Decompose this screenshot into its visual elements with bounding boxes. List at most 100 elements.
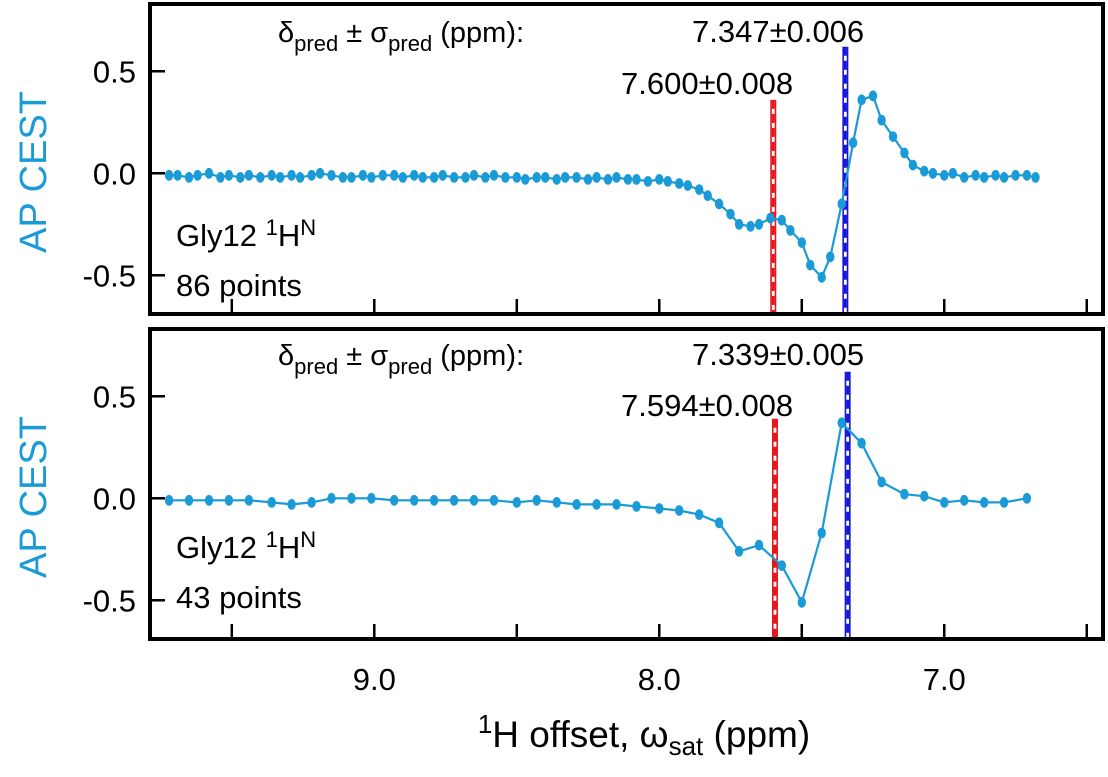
delta-symbol: δ xyxy=(278,17,294,49)
bottom-panel-ticks xyxy=(152,395,1089,637)
data-point xyxy=(695,184,704,196)
y-tick-label: -0.5 xyxy=(83,258,136,293)
data-point xyxy=(378,169,387,181)
y-tick-label: 0.0 xyxy=(93,156,136,191)
data-point xyxy=(204,494,214,506)
data-point xyxy=(920,490,929,502)
top-panel-pred-red-label: 7.600±0.008 xyxy=(621,66,793,101)
data-point xyxy=(734,545,744,557)
data-point xyxy=(971,169,980,181)
data-point xyxy=(489,494,499,506)
data-point xyxy=(868,90,878,102)
data-point xyxy=(267,169,276,181)
data-point xyxy=(900,488,909,500)
data-point xyxy=(461,172,470,183)
sigma-symbol: σ xyxy=(370,340,388,372)
sigma-symbol: σ xyxy=(370,17,388,49)
data-point xyxy=(999,172,1009,183)
data-point xyxy=(754,539,764,551)
data-point xyxy=(837,198,846,210)
data-point xyxy=(806,259,815,271)
data-point xyxy=(501,172,510,183)
data-point xyxy=(164,494,174,506)
data-point xyxy=(449,172,459,183)
data-point xyxy=(980,172,989,183)
data-point xyxy=(481,172,490,183)
data-point xyxy=(267,497,276,508)
data-point xyxy=(655,503,664,514)
delta-sub: pred xyxy=(294,31,338,56)
data-point xyxy=(429,172,439,183)
data-point xyxy=(877,476,886,488)
nucleus-h: H xyxy=(278,218,300,253)
header-unit: (ppm): xyxy=(432,340,524,372)
data-point xyxy=(797,596,806,608)
residue-name: Gly12 xyxy=(176,218,266,253)
data-point xyxy=(714,517,724,529)
data-point xyxy=(786,225,795,236)
data-point xyxy=(1031,172,1040,183)
data-point xyxy=(184,494,194,506)
data-point xyxy=(410,494,419,506)
nucleus-sup: N xyxy=(300,215,316,240)
data-point xyxy=(469,169,479,181)
x-label-unit: (ppm) xyxy=(703,714,810,755)
data-point xyxy=(224,494,234,506)
data-point xyxy=(675,178,684,189)
data-point xyxy=(287,169,296,181)
data-point xyxy=(532,494,541,506)
data-point xyxy=(920,165,929,177)
bottom-panel-header: δpred ± σpred (ppm): xyxy=(278,340,524,379)
y-tick-label: 0.5 xyxy=(93,379,136,414)
bottom-panel-pred-blue-label: 7.339±0.005 xyxy=(692,337,864,372)
data-point xyxy=(410,169,419,181)
data-point xyxy=(532,172,541,183)
data-point xyxy=(367,172,376,183)
data-point xyxy=(390,494,399,506)
data-point xyxy=(837,417,846,429)
data-point xyxy=(164,169,174,181)
data-point xyxy=(469,494,479,506)
isotope-sup: 1 xyxy=(266,215,278,240)
y-tick-label: 0.5 xyxy=(93,54,136,89)
data-point xyxy=(726,208,735,220)
sigma-sub: pred xyxy=(388,354,432,379)
data-point xyxy=(287,499,296,510)
data-point xyxy=(603,174,613,185)
data-point xyxy=(256,172,265,183)
bottom-panel-residue-label: Gly12 1HN xyxy=(176,527,316,565)
bottom-panel-ylabel: AP CEST xyxy=(13,416,55,578)
bottom-panel-pred-markers xyxy=(771,371,851,637)
data-point xyxy=(307,169,316,181)
data-point xyxy=(552,174,561,185)
data-point xyxy=(991,169,1000,181)
data-point xyxy=(358,169,368,181)
data-point xyxy=(592,172,601,183)
x-axis-tick-labels: 9.0 8.0 7.0 xyxy=(353,662,966,697)
data-point xyxy=(347,172,356,183)
pm-sign: ± xyxy=(338,17,370,49)
data-point xyxy=(655,174,664,185)
top-panel-residue-label: Gly12 1HN xyxy=(176,215,316,253)
data-point xyxy=(714,198,724,210)
data-point xyxy=(888,131,898,143)
data-point xyxy=(541,172,550,183)
data-point xyxy=(338,172,348,183)
top-panel-pred-blue-label: 7.347±0.006 xyxy=(692,14,864,49)
data-point xyxy=(193,169,202,181)
data-point xyxy=(204,167,214,179)
top-panel-ytick-labels: 0.5 0.0 -0.5 xyxy=(83,54,136,293)
data-point xyxy=(940,497,949,508)
nucleus-sup: N xyxy=(300,527,316,552)
bottom-panel: 0.50.0-0.5 δpred ± σpred (ppm): 7.339±0.… xyxy=(13,327,1105,641)
data-point xyxy=(940,169,949,181)
delta-symbol: δ xyxy=(278,340,294,372)
data-point xyxy=(766,212,775,224)
top-panel-points-label: 86 points xyxy=(176,268,302,303)
data-point xyxy=(449,494,459,506)
x-label-main: H offset, ω xyxy=(492,714,668,755)
data-point xyxy=(643,176,653,187)
data-point xyxy=(848,137,858,149)
bottom-panel-frame xyxy=(148,327,1105,641)
